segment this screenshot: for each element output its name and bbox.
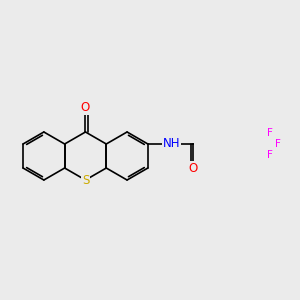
Text: F: F — [275, 139, 281, 149]
Text: O: O — [81, 101, 90, 115]
Text: F: F — [267, 128, 272, 138]
Text: F: F — [267, 150, 272, 160]
Text: NH: NH — [163, 137, 181, 151]
Text: O: O — [189, 161, 198, 175]
Text: S: S — [82, 173, 89, 187]
